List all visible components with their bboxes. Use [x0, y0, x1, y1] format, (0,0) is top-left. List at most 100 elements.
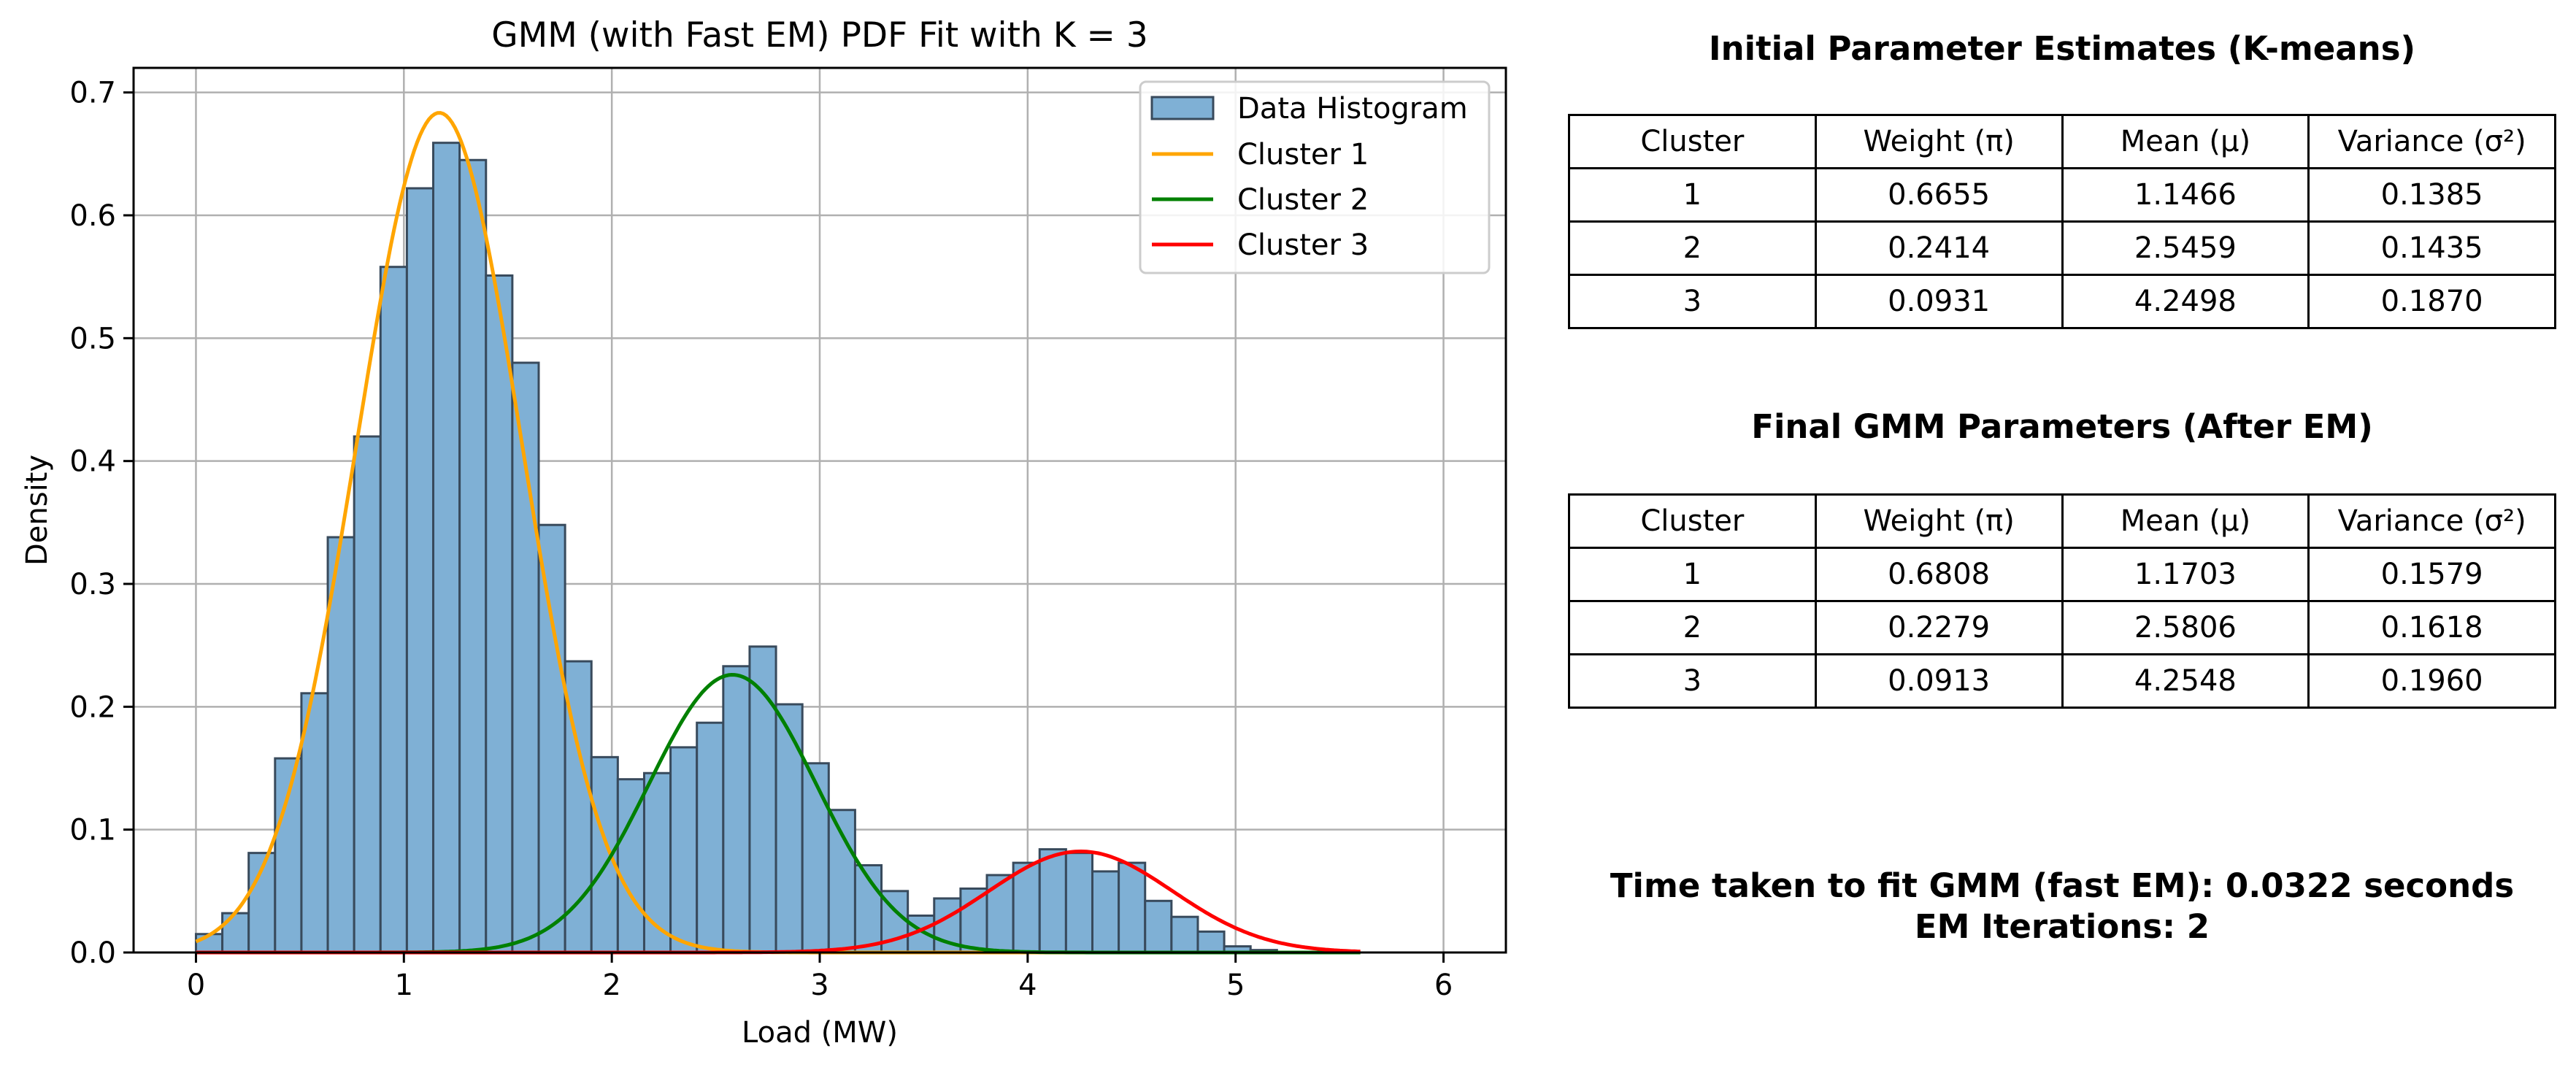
y-tick-label: 0.2 — [69, 690, 116, 724]
legend-cluster-3-label: Cluster 3 — [1237, 228, 1369, 262]
cell-cluster: 2 — [1568, 600, 1817, 655]
histogram-bar — [405, 187, 435, 954]
x-tick-label: 2 — [602, 969, 620, 1002]
header-variance: Variance (σ²) — [2307, 493, 2556, 549]
x-tick-label: 4 — [1018, 969, 1037, 1002]
histogram-bar — [221, 912, 250, 954]
histogram-bar — [590, 755, 619, 954]
header-cluster: Cluster — [1568, 493, 1817, 549]
histogram-bar — [801, 762, 830, 954]
y-axis-label: Density — [20, 455, 54, 566]
histogram-bar — [537, 523, 566, 954]
cell-mean: 1.1703 — [2061, 547, 2310, 602]
cell-cluster: 3 — [1568, 274, 1817, 329]
header-mean: Mean (μ) — [2061, 114, 2310, 169]
cell-variance: 0.1618 — [2307, 600, 2556, 655]
x-tick-label: 5 — [1226, 969, 1245, 1002]
cell-mean: 1.1466 — [2061, 167, 2310, 223]
legend-box — [1139, 80, 1491, 274]
fit-time-text: Time taken to fit GMM (fast EM): 0.0322 … — [1610, 866, 2515, 905]
histogram-bar — [511, 361, 540, 954]
table-row: 3 0.0913 4.2548 0.1960 — [1568, 653, 2556, 709]
histogram-bar — [432, 142, 461, 954]
cell-weight: 0.6655 — [1814, 167, 2064, 223]
cell-mean: 2.5459 — [2061, 220, 2310, 276]
legend-histogram-label: Data Histogram — [1237, 92, 1468, 126]
histogram-bar — [1064, 852, 1093, 954]
table-header-row: Cluster Weight (π) Mean (μ) Variance (σ²… — [1568, 493, 2556, 549]
histogram-bar — [485, 274, 514, 954]
legend-cluster-2-label: Cluster 2 — [1237, 183, 1369, 217]
header-mean: Mean (μ) — [2061, 493, 2310, 549]
cell-weight: 0.0913 — [1814, 653, 2064, 709]
x-tick-label: 3 — [810, 969, 828, 1002]
x-tick-label: 0 — [187, 969, 205, 1002]
legend: Data Histogram Cluster 1 Cluster 2 Cluster … — [1139, 80, 1491, 274]
histogram-bar — [458, 158, 488, 954]
table-row: 3 0.0931 4.2498 0.1870 — [1568, 274, 2556, 329]
table-header-row: Cluster Weight (π) Mean (μ) Variance (σ²… — [1568, 114, 2556, 169]
header-variance: Variance (σ²) — [2307, 114, 2556, 169]
histogram-bar — [722, 665, 751, 954]
gmm-chart: 0 1 2 3 4 5 6 0.0 0.1 0.2 0.3 0.4 0.5 0.6 0.7 GMM (with… — [20, 15, 1507, 1050]
histogram-bar — [959, 887, 988, 954]
histogram-bar — [774, 703, 804, 954]
histogram-bar — [274, 757, 303, 954]
chart-title: GMM (with Fast EM) PDF Fit with K = 3 — [491, 15, 1148, 55]
y-tick-label: 0.4 — [69, 445, 116, 479]
cell-cluster: 3 — [1568, 653, 1817, 709]
legend-histogram-swatch — [1150, 96, 1215, 120]
legend-cluster-1-label: Cluster 1 — [1237, 138, 1369, 172]
cell-cluster: 2 — [1568, 220, 1817, 276]
histogram-bar — [1170, 915, 1199, 954]
histogram-bar — [1118, 861, 1147, 954]
x-tick-label: 1 — [395, 969, 413, 1002]
header-weight: Weight (π) — [1814, 493, 2064, 549]
histogram-bar — [326, 536, 355, 954]
cell-variance: 0.1960 — [2307, 653, 2556, 709]
final-table-title: Final GMM Parameters (After EM) — [1751, 407, 2373, 446]
y-tick-label: 0.7 — [69, 77, 116, 110]
cell-variance: 0.1435 — [2307, 220, 2556, 276]
histogram-bar — [1091, 870, 1120, 954]
histogram-bar — [669, 746, 699, 954]
em-iterations-text: EM Iterations: 2 — [1914, 907, 2210, 946]
table-row: 2 0.2279 2.5806 0.1618 — [1568, 600, 2556, 655]
y-tick-label: 0.3 — [69, 568, 116, 601]
cell-variance: 0.1385 — [2307, 167, 2556, 223]
histogram-bar — [300, 692, 329, 954]
cell-weight: 0.6808 — [1814, 547, 2064, 602]
table-row: 1 0.6655 1.1466 0.1385 — [1568, 167, 2556, 223]
cell-variance: 0.1870 — [2307, 274, 2556, 329]
final-params-table: Cluster Weight (π) Mean (μ) Variance (σ²… — [1568, 493, 2556, 709]
histogram-bar — [1196, 930, 1226, 954]
y-tick-label: 0.5 — [69, 322, 116, 355]
cell-cluster: 1 — [1568, 167, 1817, 223]
fit-summary: Time taken to fit GMM (fast EM): 0.0322 … — [1568, 866, 2556, 947]
header-weight: Weight (π) — [1814, 114, 2064, 169]
x-axis-label: Load (MW) — [742, 1016, 898, 1050]
y-tick-label: 0.0 — [69, 936, 116, 970]
cell-mean: 2.5806 — [2061, 600, 2310, 655]
histogram-bar — [1012, 861, 1041, 954]
cell-cluster: 1 — [1568, 547, 1817, 602]
initial-params-table: Cluster Weight (π) Mean (μ) Variance (σ²… — [1568, 114, 2556, 329]
cell-weight: 0.2414 — [1814, 220, 2064, 276]
x-tick-label: 6 — [1434, 969, 1453, 1002]
table-row: 1 0.6808 1.1703 0.1579 — [1568, 547, 2556, 602]
header-cluster: Cluster — [1568, 114, 1817, 169]
cell-mean: 4.2548 — [2061, 653, 2310, 709]
cell-weight: 0.2279 — [1814, 600, 2064, 655]
initial-table-title: Initial Parameter Estimates (K-means) — [1708, 29, 2416, 68]
cell-mean: 4.2498 — [2061, 274, 2310, 329]
cell-weight: 0.0931 — [1814, 274, 2064, 329]
cell-variance: 0.1579 — [2307, 547, 2556, 602]
histogram-bar — [1038, 848, 1067, 954]
histogram-bar — [353, 435, 382, 954]
histogram-bar — [696, 721, 725, 954]
histogram-bar — [379, 266, 408, 954]
table-row: 2 0.2414 2.5459 0.1435 — [1568, 220, 2556, 276]
histogram-bar — [1144, 899, 1173, 954]
histogram-bar — [985, 874, 1015, 954]
y-tick-label: 0.1 — [69, 814, 116, 847]
